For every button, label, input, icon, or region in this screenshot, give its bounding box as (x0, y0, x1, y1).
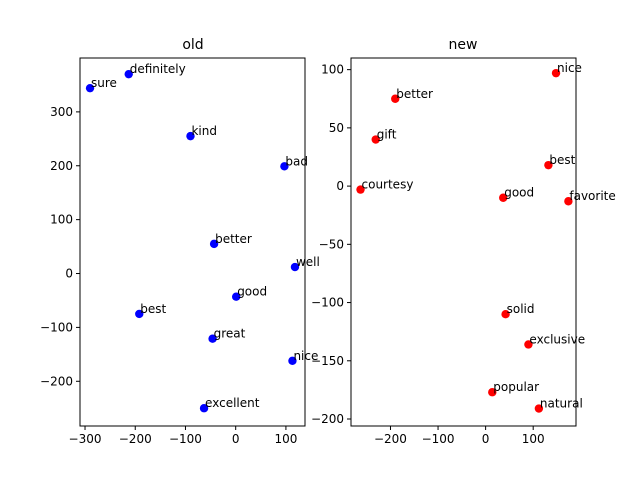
y-tick-label: −100 (311, 296, 344, 310)
x-tick-label: −100 (169, 432, 202, 446)
data-point (135, 309, 144, 319)
y-tick-label: 0 (65, 267, 73, 281)
data-point (288, 356, 297, 366)
x-tick-label: 100 (274, 432, 297, 446)
data-point (290, 262, 300, 272)
data-point (231, 292, 241, 301)
y-tick-label: 300 (50, 105, 73, 119)
subplot-title: new (449, 37, 478, 53)
subplot-title: old (182, 37, 203, 53)
data-point (371, 135, 380, 144)
point-label: favorite (569, 189, 615, 203)
x-tick-label: −100 (422, 432, 455, 446)
x-tick-label: 100 (522, 432, 545, 446)
data-point (544, 160, 553, 170)
axes-frame (79, 57, 306, 427)
y-tick-label: 0 (336, 179, 344, 193)
point-label: great (214, 327, 246, 341)
data-point (186, 131, 195, 141)
y-tick-label: 100 (50, 213, 73, 227)
point-label: good (504, 186, 534, 200)
data-point (356, 185, 365, 194)
y-tick-label: −150 (311, 354, 344, 368)
point-label: popular (493, 380, 539, 394)
data-point (501, 310, 510, 319)
point-label: good (237, 285, 267, 299)
y-tick-label: −50 (319, 237, 344, 251)
point-label: best (549, 153, 575, 167)
point-label: excellent (205, 396, 260, 410)
y-tick-label: −100 (40, 320, 73, 334)
subplot-old: old definitely sure kind bad better well good b… (40, 37, 320, 446)
data-point (391, 94, 400, 103)
data-point (280, 162, 289, 171)
x-tick-label: −300 (69, 432, 102, 446)
data-point (85, 83, 95, 93)
point-label: kind (191, 124, 217, 138)
x-tick-label: 0 (482, 432, 490, 446)
point-label: definitely (130, 62, 186, 76)
point-label: exclusive (529, 332, 585, 346)
data-point (199, 404, 209, 413)
point-label: gift (377, 128, 397, 142)
point-label: solid (507, 302, 535, 316)
data-point (534, 404, 544, 413)
data-point (208, 334, 217, 343)
point-label: nice (557, 61, 582, 75)
data-point (209, 239, 219, 249)
point-label: best (140, 302, 166, 316)
y-tick-label: −200 (40, 374, 73, 388)
data-point (564, 197, 573, 206)
data-point (488, 388, 497, 397)
point-label: well (296, 255, 320, 269)
axes-frame (350, 57, 577, 427)
point-label: sure (91, 76, 117, 90)
y-tick-label: 50 (329, 121, 344, 135)
point-label: natural (540, 397, 583, 411)
data-point (124, 69, 133, 79)
data-point (524, 340, 533, 349)
data-point (499, 193, 508, 202)
x-tick-label: −200 (119, 432, 152, 446)
subplot-new: new nice better gift best courtesy good favori… (311, 37, 616, 446)
point-label: better (215, 232, 252, 246)
x-tick-label: −200 (374, 432, 407, 446)
data-point (551, 68, 561, 78)
point-label: courtesy (362, 178, 414, 192)
y-tick-label: 200 (50, 159, 73, 173)
point-label: bad (285, 154, 308, 168)
point-label: nice (293, 349, 318, 363)
y-tick-label: −200 (311, 412, 344, 426)
y-tick-label: 100 (321, 63, 344, 77)
x-tick-label: 0 (232, 432, 240, 446)
point-label: better (396, 87, 433, 101)
